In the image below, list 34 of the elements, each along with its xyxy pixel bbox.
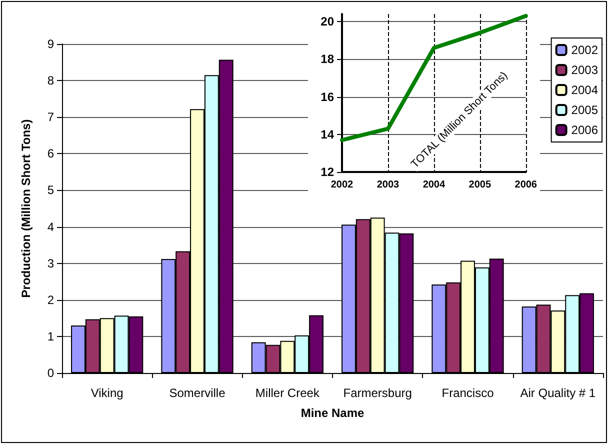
- y-tick-label: 14: [320, 127, 334, 142]
- x-tick-label: 2006: [514, 180, 538, 190]
- y-tick-label: 0: [47, 366, 54, 380]
- y-tick-label: 9: [47, 37, 54, 51]
- x-tick-label: 2002: [330, 180, 354, 190]
- x-tick-label: Miller Creek: [255, 386, 320, 400]
- y-tick-label: 8: [47, 74, 54, 88]
- y-tick-label: 4: [47, 220, 54, 234]
- line-series: [340, 14, 528, 142]
- legend-label: 2003: [571, 63, 598, 77]
- y-tick-label: 18: [320, 52, 334, 66]
- legend-label: 2004: [571, 83, 598, 97]
- x-tick-label: Viking: [90, 386, 124, 400]
- y-tick-label: 2: [47, 292, 54, 307]
- x-tick-label: Francisco: [442, 386, 494, 400]
- x-tick-label: Air Quality # 1: [520, 386, 596, 400]
- y-tick-label: 20: [320, 14, 334, 29]
- y-tick-label: 16: [320, 90, 334, 104]
- legend-label: 2002: [571, 43, 598, 57]
- y-tick-label: 3: [47, 256, 54, 270]
- x-tick-label: 2003: [376, 180, 400, 190]
- legend-label: 2006: [571, 123, 598, 137]
- y-axis-title: Production (Million Short Tons): [19, 119, 33, 298]
- y-tick-label: 12: [320, 165, 334, 179]
- x-axis-title: Mine Name: [300, 406, 364, 420]
- x-tick-label: Farmersburg: [343, 386, 412, 400]
- y-tick-label: 7: [47, 110, 54, 124]
- y-tick-label: 1: [47, 329, 54, 344]
- x-tick-label: 2005: [468, 180, 492, 190]
- y-tick-label: 5: [47, 183, 54, 198]
- x-tick-label: Somerville: [169, 386, 226, 400]
- legend-label: 2005: [571, 103, 598, 117]
- x-tick-label: 2004: [422, 180, 446, 190]
- y-tick-label: 6: [47, 146, 54, 161]
